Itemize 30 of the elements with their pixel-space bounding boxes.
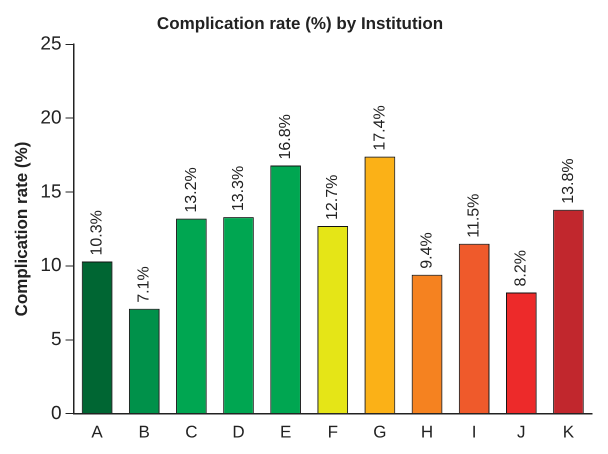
data-label: 9.4% xyxy=(418,232,436,269)
data-label: 10.3% xyxy=(88,210,106,256)
data-label: 12.7% xyxy=(324,174,342,220)
data-label: 16.8% xyxy=(277,114,294,160)
data-label: 13.8% xyxy=(560,158,577,204)
x-tick-label: A xyxy=(91,422,104,442)
x-tick-label: F xyxy=(328,422,338,442)
chart-title: Complication rate (%) by Institution xyxy=(156,14,444,33)
data-label: 17.4% xyxy=(371,105,388,151)
y-axis-title: Complication rate (%) xyxy=(12,142,31,316)
data-label: 11.5% xyxy=(466,194,483,238)
x-tick-label: B xyxy=(138,422,150,442)
x-tick-label: J xyxy=(517,422,526,442)
y-tick-label: 20 xyxy=(40,107,62,128)
y-tick-label: 25 xyxy=(40,34,62,55)
x-tick-label: E xyxy=(280,422,292,442)
y-tick-label: 0 xyxy=(50,402,62,424)
x-tick-label: G xyxy=(373,422,387,442)
x-tick-label: H xyxy=(420,422,434,442)
x-tick-label: I xyxy=(472,422,477,442)
y-tick-label: 5 xyxy=(50,328,62,350)
data-label: 13.3% xyxy=(230,166,247,212)
data-label: 13.2% xyxy=(182,167,200,213)
x-tick-label: K xyxy=(562,422,575,442)
y-tick-label: 10 xyxy=(40,255,62,276)
y-tick-label: 15 xyxy=(40,181,62,202)
data-label: 7.1% xyxy=(136,266,153,303)
x-tick-label: C xyxy=(185,422,198,442)
x-tick-label: D xyxy=(232,422,245,442)
data-label: 8.2% xyxy=(512,250,530,286)
